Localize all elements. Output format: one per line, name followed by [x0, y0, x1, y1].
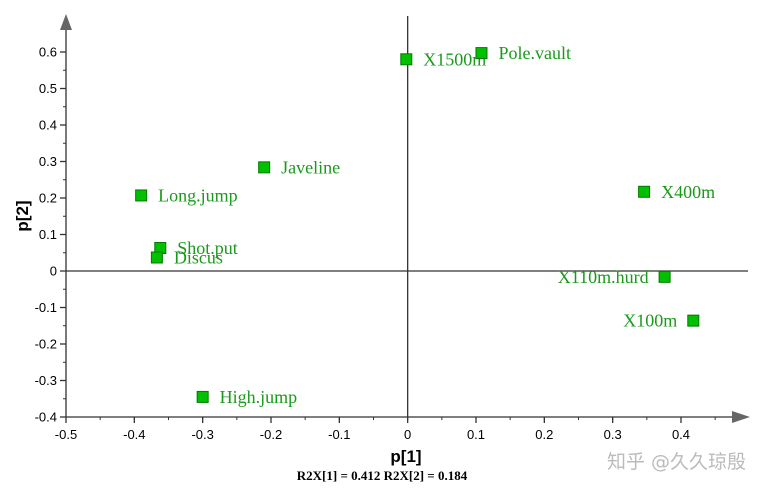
point-marker	[196, 390, 209, 403]
data-point: X400m	[638, 182, 715, 202]
point-marker	[638, 185, 651, 198]
y-tick-labels: 0.6 0.5 0.4 0.3 0.2 0.1 0 -0.1 -0.2 -0.3 -0.4	[35, 45, 57, 425]
x-tick-label: 0.2	[535, 427, 553, 442]
y-axis-arrow	[60, 14, 72, 30]
x-axis-arrow	[732, 411, 750, 423]
data-point: High.jump	[196, 387, 298, 407]
point-marker	[687, 314, 700, 327]
data-point: Pole.vault	[475, 43, 571, 63]
y-tick-label: -0.4	[35, 410, 57, 425]
data-point: X100m	[623, 311, 700, 331]
point-label: Discus	[174, 247, 223, 267]
x-tick-labels: -0.5 -0.4 -0.3 -0.2 -0.1 0 0.1 0.2 0.3 0.4	[55, 427, 690, 442]
point-label: Long.jump	[158, 185, 238, 205]
data-point: X1500m	[400, 49, 486, 69]
y-tick-label: -0.3	[35, 373, 57, 388]
point-marker	[258, 161, 271, 174]
x-tick-label: -0.3	[191, 427, 213, 442]
y-tick-marks	[60, 51, 66, 418]
point-marker	[135, 189, 148, 202]
y-tick-label: -0.2	[35, 337, 57, 352]
x-tick-label: 0	[404, 427, 411, 442]
data-point: Javeline	[258, 157, 340, 177]
watermark: 知乎 @久久琼殷	[607, 451, 746, 473]
y-tick-label: -0.1	[35, 300, 57, 315]
point-label: X400m	[661, 182, 715, 202]
x-tick-label: 0.4	[672, 427, 690, 442]
data-points: X1500m Pole.vault Javeline Long.jump X400m Sh…	[135, 43, 715, 407]
y-tick-label: 0	[50, 264, 57, 279]
y-tick-label: 0.4	[39, 118, 57, 133]
point-marker	[150, 251, 163, 264]
x-tick-label: -0.4	[123, 427, 145, 442]
point-marker	[475, 47, 488, 60]
y-tick-label: 0.5	[39, 81, 57, 96]
point-label: X110m.hurd	[558, 267, 649, 287]
x-axis-title: p[1]	[390, 447, 421, 466]
point-label: Pole.vault	[498, 43, 571, 63]
x-tick-marks	[65, 417, 716, 423]
point-label: X1500m	[423, 49, 486, 69]
y-tick-label: 0.6	[39, 45, 57, 60]
x-tick-label: -0.1	[328, 427, 350, 442]
point-label: Javeline	[281, 157, 340, 177]
point-label: X100m	[623, 311, 677, 331]
x-tick-label: 0.1	[467, 427, 485, 442]
r2x-footer: R2X[1] = 0.412 R2X[2] = 0.184	[297, 468, 468, 483]
y-tick-label: 0.3	[39, 154, 57, 169]
data-point: Discus	[150, 247, 223, 267]
data-point: Long.jump	[135, 185, 238, 205]
x-tick-label: 0.3	[604, 427, 622, 442]
x-tick-label: -0.2	[260, 427, 282, 442]
point-label: Shot.put	[177, 238, 238, 258]
x-tick-label: -0.5	[55, 427, 77, 442]
y-tick-label: 0.1	[39, 227, 57, 242]
data-point: X110m.hurd	[558, 267, 671, 287]
y-axis-title: p[2]	[13, 200, 32, 231]
point-marker	[400, 53, 413, 66]
point-label: High.jump	[220, 387, 298, 407]
point-marker	[658, 270, 671, 283]
y-tick-label: 0.2	[39, 191, 57, 206]
